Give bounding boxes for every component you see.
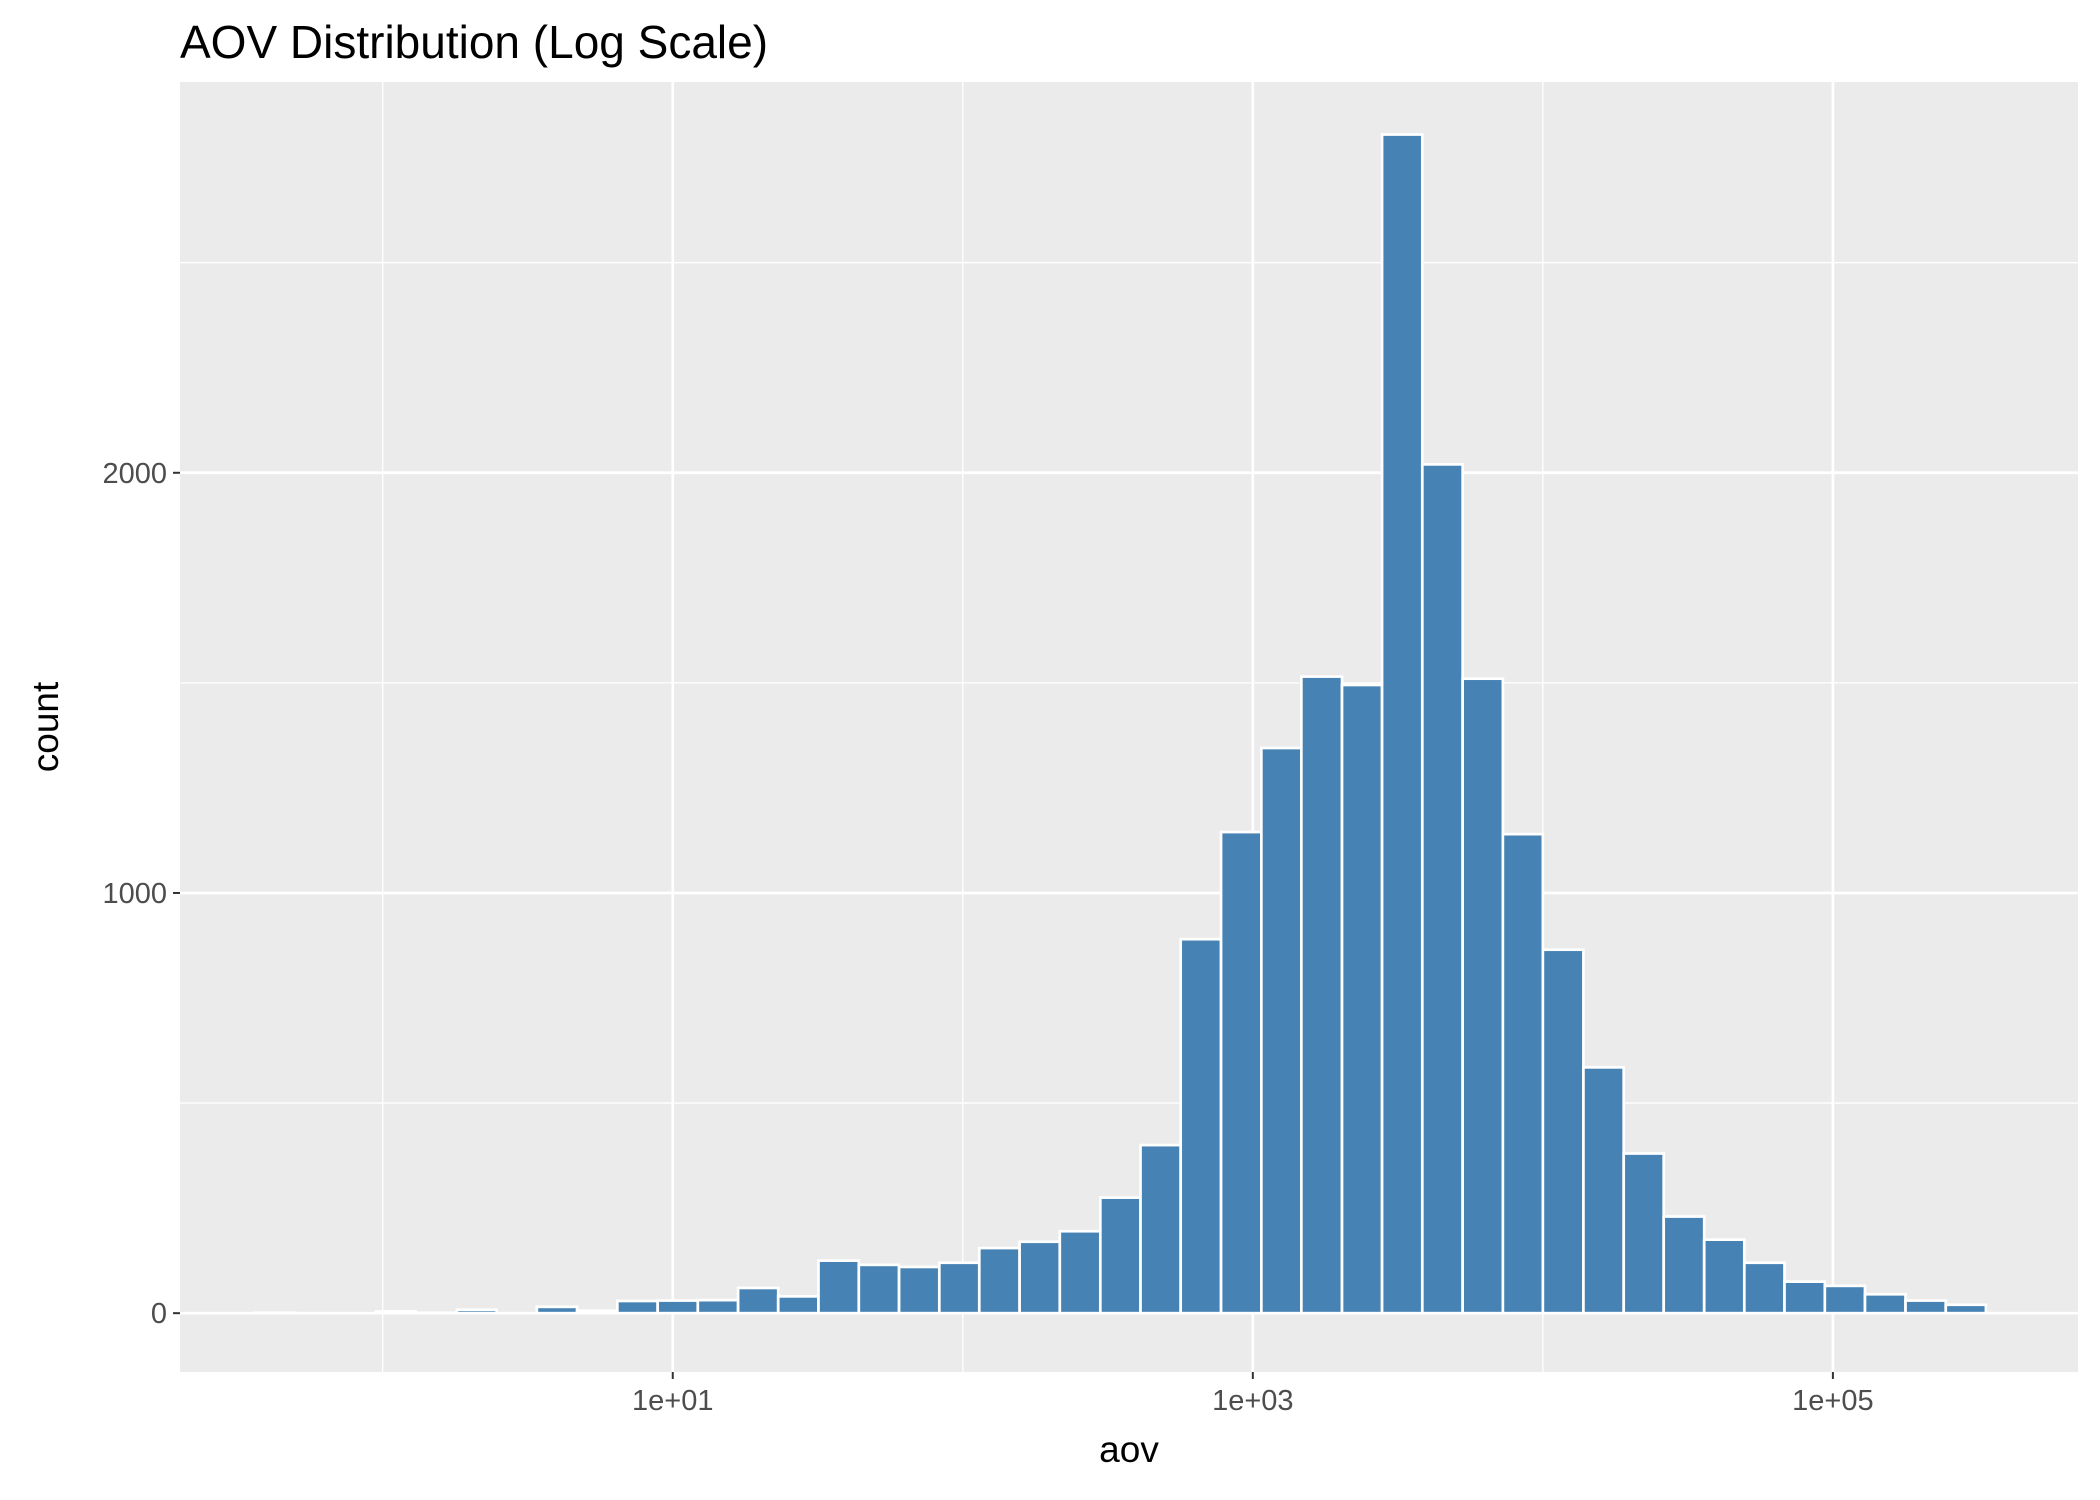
histogram-bar: [1541, 948, 1585, 1315]
histogram-bar: [1219, 830, 1263, 1315]
histogram-bar: [1582, 1066, 1626, 1315]
histogram-bar: [1662, 1215, 1706, 1315]
x-tick-label: 1e+01: [632, 1385, 713, 1417]
histogram-bar: [1179, 937, 1223, 1315]
histogram-bar: [1259, 746, 1303, 1315]
histogram-bar: [1018, 1240, 1062, 1315]
histogram-bar: [937, 1261, 981, 1315]
histogram-bar: [1823, 1284, 1867, 1315]
histogram-bar: [1300, 675, 1344, 1315]
histogram-bar: [615, 1299, 660, 1315]
x-axis-title: aov: [1099, 1429, 1159, 1470]
y-axis: 0 1000 2000: [102, 458, 180, 1330]
histogram-bar: [1501, 832, 1545, 1315]
histogram-bar: [1863, 1292, 1907, 1315]
histogram-bar: [374, 1310, 418, 1315]
x-tick-label: 1e+05: [1792, 1385, 1873, 1417]
histogram-bar: [776, 1295, 820, 1315]
histogram-bar: [696, 1298, 740, 1315]
x-axis: 1e+01 1e+03 1e+05: [632, 1372, 1874, 1417]
histogram-bar: [535, 1305, 579, 1315]
plot-panel: [180, 82, 2078, 1372]
y-tick-label: 2000: [102, 458, 167, 490]
histogram-bar: [1340, 683, 1384, 1315]
histogram-bar: [1622, 1152, 1666, 1315]
histogram-bar: [1380, 133, 1424, 1315]
histogram-bar: [817, 1259, 861, 1315]
chart-title: AOV Distribution (Log Scale): [180, 16, 768, 68]
histogram-bar: [1420, 463, 1465, 1315]
histogram-bar: [1139, 1143, 1183, 1315]
histogram-bar: [1944, 1303, 1988, 1315]
histogram-bar: [1783, 1280, 1827, 1315]
histogram-bar: [897, 1265, 941, 1315]
histogram-bar: [455, 1308, 498, 1315]
y-tick-label: 1000: [102, 878, 167, 910]
y-tick-label: 0: [151, 1298, 167, 1330]
histogram-bar: [1904, 1299, 1948, 1315]
histogram-bar: [575, 1309, 619, 1315]
histogram-bar: [656, 1299, 700, 1315]
histogram-bar: [1742, 1261, 1786, 1315]
histogram-bar: [1461, 677, 1505, 1315]
histogram-bar: [736, 1286, 780, 1315]
histogram-bar: [1098, 1196, 1142, 1315]
x-tick-label: 1e+03: [1212, 1385, 1293, 1417]
y-axis-title: count: [25, 681, 66, 772]
histogram-bar: [977, 1246, 1021, 1315]
histogram-bar: [857, 1263, 901, 1315]
histogram-bar: [1058, 1229, 1102, 1315]
histogram-bars: [253, 133, 1988, 1315]
histogram-bar: [1702, 1238, 1746, 1315]
